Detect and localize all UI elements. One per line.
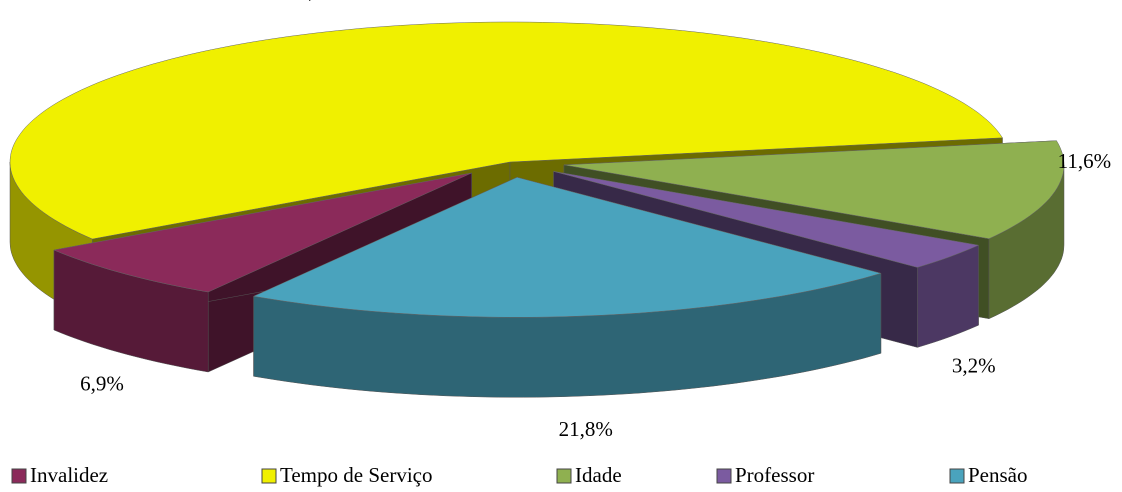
legend-swatch bbox=[949, 468, 965, 484]
legend-swatch bbox=[716, 468, 732, 484]
slice bbox=[563, 140, 1065, 239]
legend-label: Pensão bbox=[968, 463, 1028, 487]
legend-swatch bbox=[556, 468, 572, 484]
slice bbox=[553, 171, 980, 268]
data-label: 3,2% bbox=[952, 354, 996, 378]
data-label: 6,9% bbox=[80, 371, 124, 395]
slice bbox=[252, 176, 882, 398]
legend-label: Idade bbox=[575, 463, 622, 487]
data-label: 11,6% bbox=[1058, 149, 1111, 173]
data-label: 21,8% bbox=[559, 417, 613, 441]
legend-label: Tempo de Serviço bbox=[280, 463, 433, 487]
legend-swatch bbox=[261, 468, 277, 484]
slice bbox=[252, 177, 882, 318]
legend-label: Professor bbox=[735, 463, 814, 487]
data-label: 56,5% bbox=[287, 0, 341, 2]
legend-label: Invalidez bbox=[30, 463, 108, 487]
legend-swatch bbox=[11, 468, 27, 484]
slice bbox=[9, 21, 1003, 240]
slice bbox=[53, 172, 472, 293]
